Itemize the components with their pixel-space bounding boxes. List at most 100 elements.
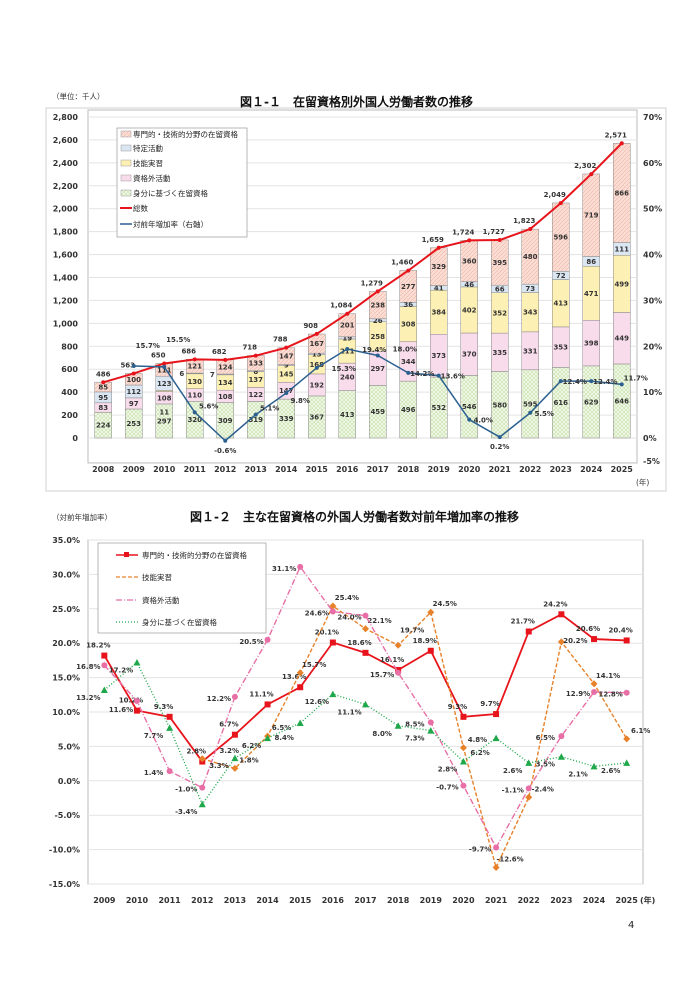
- bar-segment-label: 111: [157, 366, 172, 374]
- bar-segment-label: 496: [401, 406, 416, 414]
- marker-square: [166, 713, 173, 720]
- marker-square: [591, 636, 598, 643]
- total-label: 2,049: [544, 191, 566, 199]
- growth-label: 12.4%: [563, 378, 587, 386]
- data-label: -1.0%: [175, 786, 197, 794]
- total-label: 908: [303, 322, 318, 330]
- bar-segment-label: 224: [96, 422, 111, 430]
- bar-segment-label: 413: [340, 411, 355, 419]
- y2-tick-label: 30%: [643, 296, 662, 305]
- bar-segment-label: 546: [462, 403, 477, 411]
- marker-square: [623, 637, 630, 644]
- data-label: -1.1%: [502, 786, 524, 794]
- bar-segment-label: 97: [129, 400, 139, 408]
- x-tick-label: 2015: [289, 896, 312, 905]
- growth-point: [314, 365, 319, 370]
- data-label: 18.6%: [347, 639, 371, 647]
- data-label: 24.6%: [305, 610, 329, 618]
- marker-square: [133, 707, 140, 714]
- marker-square: [493, 711, 500, 718]
- chart2-legend: 専門的・技術的分野の在留資格 技能実習 資格外活動 身分に基づく在留資格: [97, 542, 267, 634]
- marker-triangle: [459, 758, 467, 765]
- x-tick-label: 2011: [184, 465, 207, 474]
- marker-circle: [558, 733, 565, 740]
- y-tick-label: 1,600: [53, 251, 79, 260]
- total-label: 1,460: [391, 259, 413, 267]
- legend-swatch-trainee: [120, 159, 132, 167]
- growth-point: [436, 373, 441, 378]
- y-tick-label: -15.0%: [49, 880, 80, 889]
- marker-triangle: [231, 754, 239, 762]
- data-label: 20.1%: [315, 629, 339, 637]
- marker-circle: [133, 697, 140, 704]
- data-label: 15.7%: [370, 671, 394, 679]
- data-label: 13.2%: [76, 694, 100, 702]
- growth-point: [192, 410, 197, 415]
- growth-point: [284, 391, 289, 396]
- x-tick-label: 2009: [93, 896, 116, 905]
- bar-segment-label: 297: [157, 417, 172, 425]
- total-point: [436, 245, 441, 250]
- bar-segment-label: 9: [284, 362, 289, 370]
- data-label: 24.0%: [337, 614, 361, 622]
- chart2-title: 図１-２ 主な在留資格の外国人労働者数対前年増加率の推移: [190, 509, 519, 524]
- total-label: 2,302: [574, 162, 596, 170]
- data-label: 15.7%: [302, 661, 326, 669]
- data-label: 6.1%: [631, 727, 650, 735]
- marker-triangle: [296, 719, 304, 727]
- marker-diamond: [590, 680, 598, 688]
- growth-label: 15.7%: [136, 342, 160, 350]
- y-tick-label: 2,400: [53, 159, 79, 168]
- bar-segment-label: 123: [157, 380, 172, 388]
- marker-diamond: [296, 669, 304, 677]
- data-label: 22.1%: [367, 617, 391, 625]
- bar-segment-label: 238: [370, 302, 385, 310]
- marker-diamond: [623, 735, 631, 743]
- marker-diamond: [362, 625, 369, 633]
- bar-segment-label: 370: [462, 351, 477, 359]
- y-tick-label: 1,400: [53, 274, 79, 283]
- marker-circle: [166, 768, 173, 775]
- y2-tick-label: 40%: [643, 251, 662, 260]
- marker-square: [297, 684, 304, 691]
- data-label: -3.4%: [175, 808, 197, 816]
- data-label: 31.1%: [272, 565, 296, 573]
- bar-segment-label: 110: [187, 392, 202, 400]
- data-label: -0.7%: [436, 784, 458, 792]
- bar-segment-label: 192: [309, 381, 324, 389]
- x-tick-label: 2015: [306, 465, 329, 474]
- marker-diamond: [329, 602, 337, 610]
- growth-point: [253, 412, 258, 417]
- y-tick-label: 5.0%: [58, 742, 80, 751]
- y-tick-label: 600: [61, 365, 78, 374]
- x-tick-label: 2010: [126, 896, 149, 905]
- total-point: [223, 357, 228, 362]
- marker-triangle: [362, 700, 369, 708]
- bar-segment-label: 122: [248, 391, 263, 399]
- growth-label: 5.5%: [535, 410, 554, 418]
- growth-label: 18.0%: [393, 345, 417, 353]
- data-label: 12.8%: [599, 691, 623, 699]
- bar-segment-label: 459: [370, 408, 385, 416]
- growth-label: 19.4%: [362, 346, 386, 354]
- y-tick-label: 1,000: [53, 319, 79, 328]
- x-tick-label: 2022: [518, 896, 540, 905]
- bar-segment-label: 133: [248, 360, 263, 368]
- bar-segment-label: 395: [492, 259, 507, 267]
- bar-segment-label: 13: [312, 350, 322, 358]
- marker-triangle: [525, 759, 533, 766]
- x-tick-label: 2009: [123, 465, 146, 474]
- data-label: 1.4%: [144, 769, 163, 777]
- growth-label: 0.2%: [490, 443, 509, 451]
- data-label: 18.2%: [86, 642, 110, 650]
- y-tick-label: 400: [61, 388, 78, 397]
- bar-segment-label: 201: [340, 322, 355, 330]
- y-tick-label: 35.0%: [52, 536, 80, 545]
- x-tick-label: 2012: [214, 465, 236, 474]
- legend-swatch-status: [120, 189, 132, 197]
- y2-tick-label: -5%: [643, 457, 660, 466]
- marker-circle: [231, 693, 238, 700]
- x-tick-label: 2018: [387, 896, 410, 905]
- data-label: 7.3%: [405, 735, 424, 743]
